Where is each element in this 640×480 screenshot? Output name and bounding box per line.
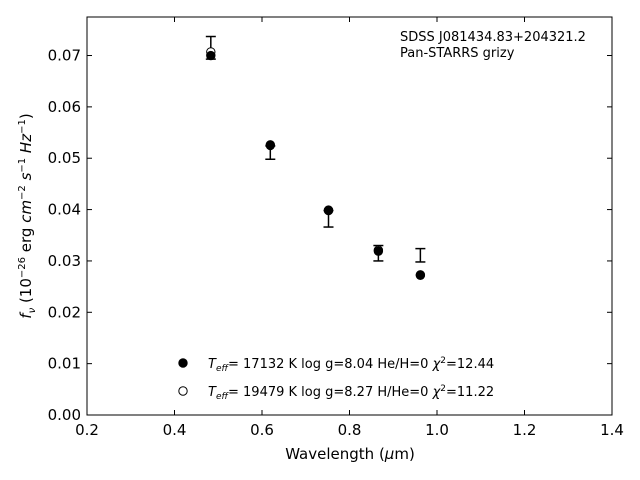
ticks-group: 0.2 0.4 0.6 0.8 1.0 1.2 1.4 0.00 0.01 0.02 0.03 0.0… — [48, 17, 624, 439]
y-tick-label: 0.00 — [48, 406, 81, 424]
legend-entry: Teff= 17132 K log g=8.04 He/H=0 χ2=12.44 — [178, 356, 494, 374]
error-bar — [415, 247, 426, 263]
y-tick-label: 0.07 — [48, 47, 81, 65]
x-tick-label: 0.6 — [250, 421, 274, 439]
model-point-filled — [373, 246, 384, 256]
model-point-filled — [265, 140, 276, 151]
x-tick-label: 1.0 — [425, 421, 449, 439]
legend-marker — [178, 358, 188, 368]
y-tick-label: 0.03 — [48, 252, 81, 270]
legend-marker — [178, 386, 188, 396]
annotation-survey-name: Pan-STARRS grizy — [400, 46, 515, 61]
legend-label: Teff= 17132 K log g=8.04 He/H=0 χ2=12.44 — [208, 356, 494, 374]
axes-group — [86, 16, 613, 416]
plot-frame — [86, 16, 613, 416]
points-group — [206, 47, 426, 281]
x-tick-label: 0.4 — [163, 421, 187, 439]
y-tick-label: 0.02 — [48, 303, 81, 321]
model-point-filled — [415, 270, 426, 281]
errorbars-group — [205, 35, 426, 263]
x-axis-label: Wavelength (μm) — [285, 445, 415, 463]
y-tick-label: 0.01 — [48, 355, 81, 373]
legend: Teff= 17132 K log g=8.04 He/H=0 χ2=12.44… — [178, 356, 494, 402]
x-tick-label: 1.4 — [600, 421, 624, 439]
y-tick-label: 0.06 — [48, 98, 81, 116]
legend-label: Teff= 19479 K log g=8.27 H/He=0 χ2=11.22 — [208, 384, 494, 402]
model-point-filled — [206, 50, 216, 61]
y-tick-label: 0.04 — [48, 201, 81, 219]
x-tick-label: 0.8 — [338, 421, 362, 439]
y-axis-label: fν (10−26 erg cm−2 s−1 Hz−1) — [17, 113, 38, 318]
x-tick-label: 1.2 — [513, 421, 537, 439]
legend-entry: Teff= 19479 K log g=8.27 H/He=0 χ2=11.22 — [178, 384, 494, 402]
annotation-object-name: SDSS J081434.83+204321.2 — [400, 30, 586, 45]
model-point-filled — [323, 205, 334, 215]
x-tick-label: 0.2 — [75, 421, 99, 439]
y-tick-label: 0.05 — [48, 149, 81, 167]
